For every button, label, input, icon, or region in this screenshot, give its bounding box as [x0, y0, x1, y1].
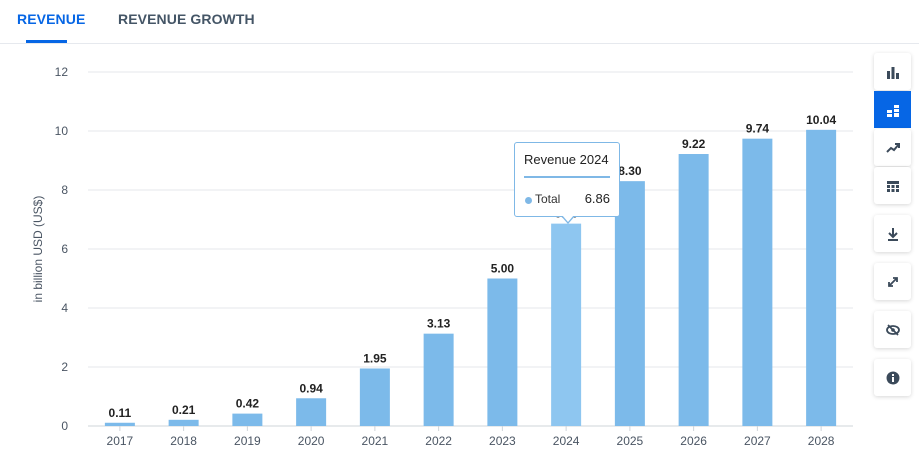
stacked-bars-icon	[886, 104, 899, 117]
y-tick-label: 10	[55, 124, 69, 138]
x-tick-label: 2019	[234, 434, 261, 448]
bar-2027	[742, 138, 773, 427]
data-label-2026: 9.22	[682, 137, 706, 151]
data-label-2020: 0.94	[299, 381, 323, 395]
bar-2025	[614, 181, 645, 426]
bar-2017	[104, 422, 135, 426]
trend-line-icon	[885, 142, 900, 153]
trend-line-button[interactable]	[874, 129, 911, 166]
x-tick-label: 2027	[744, 434, 771, 448]
fullscreen-icon	[887, 276, 898, 287]
hide-eye-button[interactable]	[874, 311, 911, 348]
x-tick-label: 2028	[808, 434, 835, 448]
bar-2021	[359, 368, 390, 426]
tooltip-value: 6.86	[584, 191, 610, 206]
x-tick-label: 2017	[107, 434, 134, 448]
data-label-2017: 0.11	[109, 406, 132, 420]
stacked-bars-button[interactable]	[874, 91, 911, 128]
bar-2020	[296, 398, 327, 426]
hide-eye-icon	[885, 323, 900, 336]
data-label-2023: 5.00	[491, 262, 515, 276]
tooltip-title: Revenue 2024	[524, 152, 609, 167]
y-tick-label: 6	[61, 242, 68, 256]
bar-2026	[678, 154, 709, 426]
data-label-2022: 3.13	[427, 317, 451, 331]
x-tick-label: 2021	[362, 434, 389, 448]
bar-2018	[168, 419, 199, 426]
tooltip-series-dot	[525, 197, 532, 204]
x-tick-label: 2026	[680, 434, 707, 448]
tab-revenue[interactable]: REVENUE	[17, 11, 86, 27]
x-tick-label: 2025	[617, 434, 644, 448]
info-button[interactable]	[874, 359, 911, 396]
bar-chart-button[interactable]	[874, 53, 911, 90]
bar-2019	[232, 413, 263, 426]
y-tick-label: 2	[61, 360, 68, 374]
chart-tooltip: Revenue 2024 Total 6.86	[514, 142, 620, 217]
y-axis-label: in billion USD (US$)	[31, 196, 45, 303]
info-icon	[886, 371, 899, 384]
y-tick-label: 12	[55, 65, 69, 79]
data-label-2019: 0.42	[236, 397, 260, 411]
bar-chart-icon	[886, 66, 899, 79]
x-tick-label: 2018	[170, 434, 197, 448]
bar-2028	[806, 129, 837, 426]
data-label-2028: 10.04	[806, 113, 836, 127]
table-button[interactable]	[874, 167, 911, 204]
download-button[interactable]	[874, 215, 911, 252]
bar-2022	[423, 333, 454, 426]
table-icon	[886, 180, 899, 192]
x-tick-label: 2020	[298, 434, 325, 448]
x-tick-label: 2023	[489, 434, 516, 448]
y-tick-label: 4	[61, 301, 68, 315]
data-label-2025: 8.30	[618, 164, 642, 178]
y-tick-label: 8	[61, 183, 68, 197]
tab-bar: REVENUE REVENUE GROWTH	[0, 0, 919, 44]
data-label-2021: 1.95	[363, 351, 387, 365]
download-icon	[887, 227, 898, 241]
tooltip-pointer-fill	[562, 215, 574, 222]
bar-2024	[551, 223, 582, 426]
tab-revenue-growth[interactable]: REVENUE GROWTH	[118, 11, 255, 27]
x-tick-label: 2024	[553, 434, 580, 448]
x-tick-label: 2022	[425, 434, 452, 448]
tooltip-label: Total	[535, 192, 561, 206]
tooltip-divider	[524, 176, 610, 178]
data-label-2018: 0.21	[172, 403, 196, 417]
y-tick-label: 0	[61, 419, 68, 433]
bar-2023	[487, 278, 518, 426]
data-label-2027: 9.74	[746, 122, 770, 136]
active-tab-indicator	[26, 40, 67, 43]
revenue-bar-chart: 0 2 4 6 8 10 12 in billion USD (US$) 0.11 2017 0.2…	[31, 65, 853, 448]
fullscreen-button[interactable]	[874, 263, 911, 300]
